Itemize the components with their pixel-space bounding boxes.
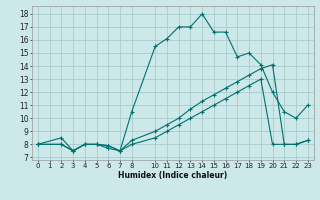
X-axis label: Humidex (Indice chaleur): Humidex (Indice chaleur) <box>118 171 228 180</box>
